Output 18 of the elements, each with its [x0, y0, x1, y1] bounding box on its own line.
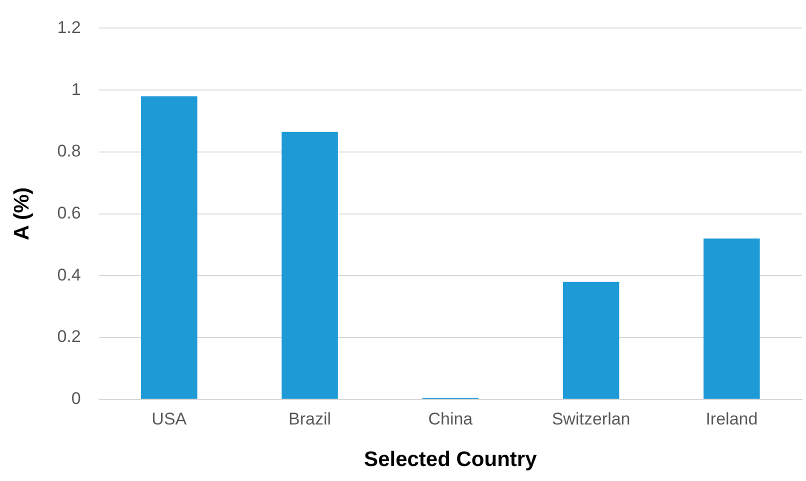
y-tick-label: 0.6: [57, 203, 81, 222]
bar: [704, 238, 760, 399]
bar: [282, 132, 338, 399]
x-tick-label: Switzerlan: [552, 409, 630, 428]
x-tick-label: Ireland: [706, 409, 758, 428]
bar: [562, 282, 620, 399]
x-tick-label: China: [428, 409, 474, 428]
bar: [141, 96, 198, 399]
y-tick-label: 1: [71, 80, 81, 99]
x-tick-label: USA: [152, 409, 188, 428]
y-tick-label: 0.8: [57, 142, 81, 161]
y-tick-label: 0: [71, 389, 81, 408]
y-tick-label: 0.2: [57, 327, 81, 346]
x-tick-label: Brazil: [288, 409, 332, 428]
x-axis-title: Selected Country: [364, 448, 538, 472]
y-axis-title: A (%): [10, 187, 34, 240]
y-tick-label: 0.4: [57, 265, 81, 284]
y-tick-label: 1.2: [57, 18, 81, 37]
